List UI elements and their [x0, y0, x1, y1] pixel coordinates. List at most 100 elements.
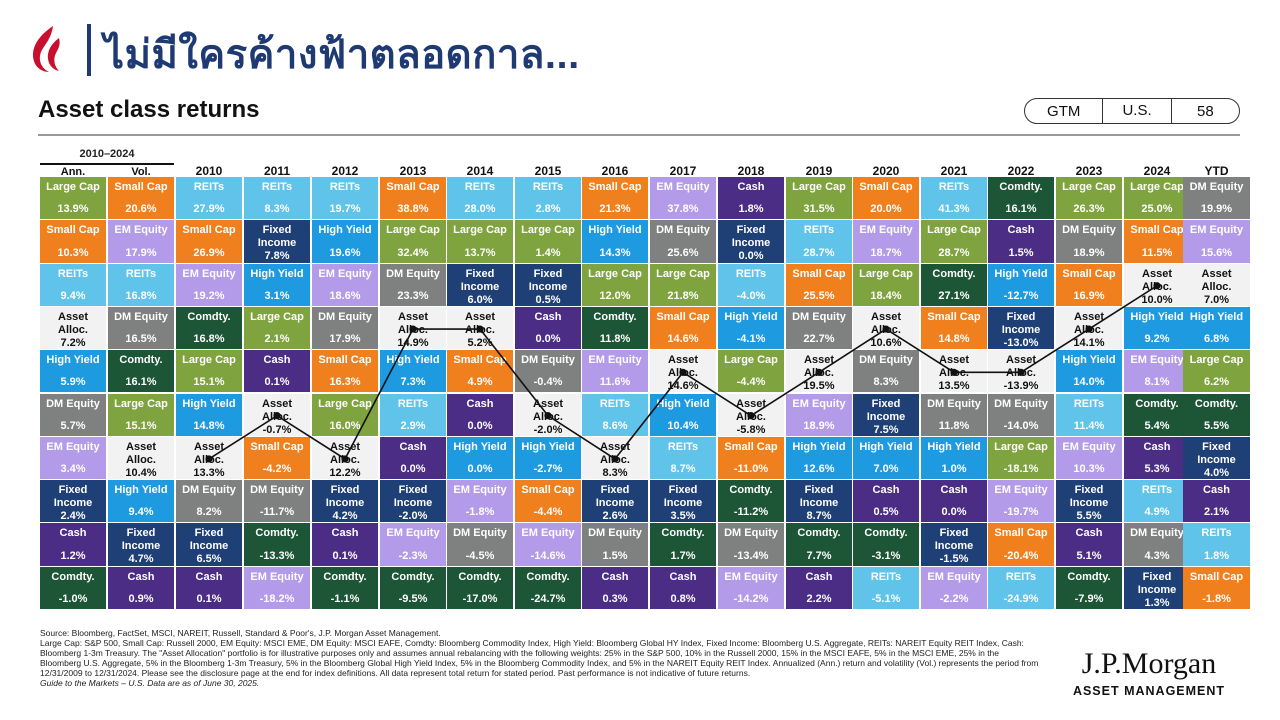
cell-label: Large Cap — [453, 224, 507, 237]
cell-reits: REITs 27.9% — [176, 177, 242, 220]
cell-value: 41.3% — [938, 203, 970, 216]
cell-asset-alloc: Asset Alloc. -2.0% — [515, 393, 581, 436]
cell-label: REITs — [1005, 570, 1037, 583]
cell-large-cap: Large Cap 18.4% — [853, 263, 919, 306]
cell-label: High Yield — [114, 484, 168, 497]
cell-comdty: Comdty. 16.8% — [176, 306, 242, 350]
cell-label: DM Equity — [1130, 527, 1184, 540]
cell-fixed-income: Fixed Income 8.7% — [786, 480, 852, 523]
cell-value: 0.0% — [738, 250, 764, 263]
cell-high-yield: High Yield 6.8% — [1183, 306, 1250, 350]
cell-label: DM Equity — [114, 310, 168, 323]
cell-fixed-income: Fixed Income 6.5% — [176, 523, 242, 566]
cell-value: 1.7% — [670, 549, 696, 562]
cell-label: High Yield — [588, 224, 642, 237]
cell-value: 25.5% — [803, 289, 835, 302]
column-header-2021: 2021 — [940, 164, 968, 178]
cell-label: REITs — [329, 181, 361, 193]
cell-label: Fixed Income — [393, 484, 433, 510]
cell-high-yield: High Yield 14.0% — [1056, 350, 1122, 393]
cell-value: 16.1% — [1005, 203, 1037, 216]
cell-value: 16.3% — [329, 376, 361, 389]
cell-label: Fixed Income — [1001, 310, 1041, 336]
cell-label: Large Cap — [859, 267, 913, 280]
cell-value: -2.2% — [939, 592, 969, 605]
column-header-ann: Ann. — [60, 166, 86, 178]
cell-label: Small Cap — [927, 310, 981, 323]
cell-value: 17.9% — [329, 333, 361, 346]
cell-em-equity: EM Equity -1.8% — [447, 480, 513, 523]
cell-dm-equity: DM Equity 17.9% — [312, 306, 378, 350]
cell-small-cap: Small Cap -4.2% — [244, 436, 310, 480]
cell-value: 0.1% — [196, 592, 222, 605]
cell-label: EM Equity — [1130, 354, 1184, 367]
cell-reits: REITs 2.8% — [515, 177, 581, 220]
cell-value: 5.4% — [1144, 419, 1170, 432]
cell-large-cap: Large Cap 26.3% — [1056, 177, 1122, 220]
cell-label: Fixed Income — [1197, 440, 1236, 466]
cell-value: 26.9% — [193, 246, 225, 259]
cell-value: 4.9% — [1144, 506, 1170, 519]
cell-label: DM Equity — [859, 354, 913, 367]
cell-label: Asset Alloc. — [126, 440, 156, 466]
cell-large-cap: Large Cap 6.2% — [1183, 350, 1250, 393]
cell-dm-equity: DM Equity 23.3% — [380, 263, 446, 306]
cell-value: 7.5% — [873, 423, 899, 436]
cell-value: 27.1% — [938, 289, 970, 302]
cell-value: 8.2% — [196, 506, 222, 519]
cell-label: Asset Alloc. — [804, 354, 834, 380]
column-header-2013: 2013 — [399, 164, 427, 178]
cell-high-yield: High Yield 10.4% — [650, 393, 716, 436]
footnote-guide: Guide to the Markets – U.S. Data are as … — [40, 678, 260, 688]
cell-label: Small Cap — [1130, 224, 1184, 237]
cell-value: -24.7% — [530, 592, 566, 605]
cell-em-equity: EM Equity 18.9% — [786, 393, 852, 436]
cell-value: 7.0% — [873, 463, 899, 476]
cell-label: Fixed Income — [53, 484, 93, 510]
cell-label: Large Cap — [1130, 181, 1184, 193]
cell-label: REITs — [1073, 397, 1105, 410]
cell-value: 8.3% — [264, 203, 290, 216]
cell-value: 37.8% — [667, 203, 699, 216]
cell-label: EM Equity — [318, 267, 372, 280]
cell-value: -1.8% — [1202, 592, 1231, 605]
cell-high-yield: High Yield 5.9% — [40, 350, 106, 393]
cell-label: Cash — [872, 484, 900, 497]
cell-value: 4.2% — [332, 510, 358, 523]
brand-logo-icon — [33, 26, 60, 72]
cell-small-cap: Small Cap 10.3% — [40, 220, 106, 263]
cell-label: DM Equity — [588, 527, 642, 540]
cell-label: Cash — [601, 570, 629, 583]
cell-value: 1.8% — [738, 203, 764, 216]
cell-label: Small Cap — [588, 181, 642, 193]
cell-value: 14.3% — [599, 246, 631, 259]
cell-label: Cash — [534, 310, 562, 323]
cell-fixed-income: Fixed Income 1.3% — [1124, 566, 1190, 609]
cell-reits: REITs -4.0% — [718, 263, 784, 306]
cell-label: Small Cap — [656, 310, 710, 323]
cell-value: 2.6% — [602, 510, 628, 523]
column-header-2011: 2011 — [263, 164, 291, 178]
column-header-ytd: YTD — [1204, 164, 1229, 178]
cell-label: Comdty. — [797, 527, 841, 540]
cell-value: 9.4% — [60, 289, 86, 302]
cell-comdty: Comdty. 16.1% — [108, 350, 174, 393]
cell-fixed-income: Fixed Income 6.0% — [447, 263, 513, 306]
cell-small-cap: Small Cap 16.3% — [312, 350, 378, 393]
cell-high-yield: High Yield 9.4% — [108, 480, 174, 523]
cell-large-cap: Large Cap 28.7% — [921, 220, 987, 263]
cell-label: Comdty. — [593, 310, 637, 323]
cell-value: -18.2% — [259, 592, 295, 605]
cell-cash: Cash 0.3% — [582, 566, 648, 609]
cell-label: Cash — [1203, 484, 1230, 497]
cell-comdty: Comdty. -11.2% — [718, 480, 784, 523]
cell-fixed-income: Fixed Income 2.4% — [40, 480, 106, 523]
cell-em-equity: EM Equity -14.2% — [718, 566, 784, 609]
cell-label: Large Cap — [182, 354, 236, 367]
cell-value: -5.8% — [736, 423, 766, 436]
cell-value: 0.0% — [467, 463, 493, 476]
cell-dm-equity: DM Equity -0.4% — [515, 350, 581, 393]
cell-value: -1.5% — [939, 553, 969, 566]
cell-comdty: Comdty. 5.5% — [1183, 393, 1250, 436]
cell-value: 1.3% — [1144, 596, 1170, 609]
